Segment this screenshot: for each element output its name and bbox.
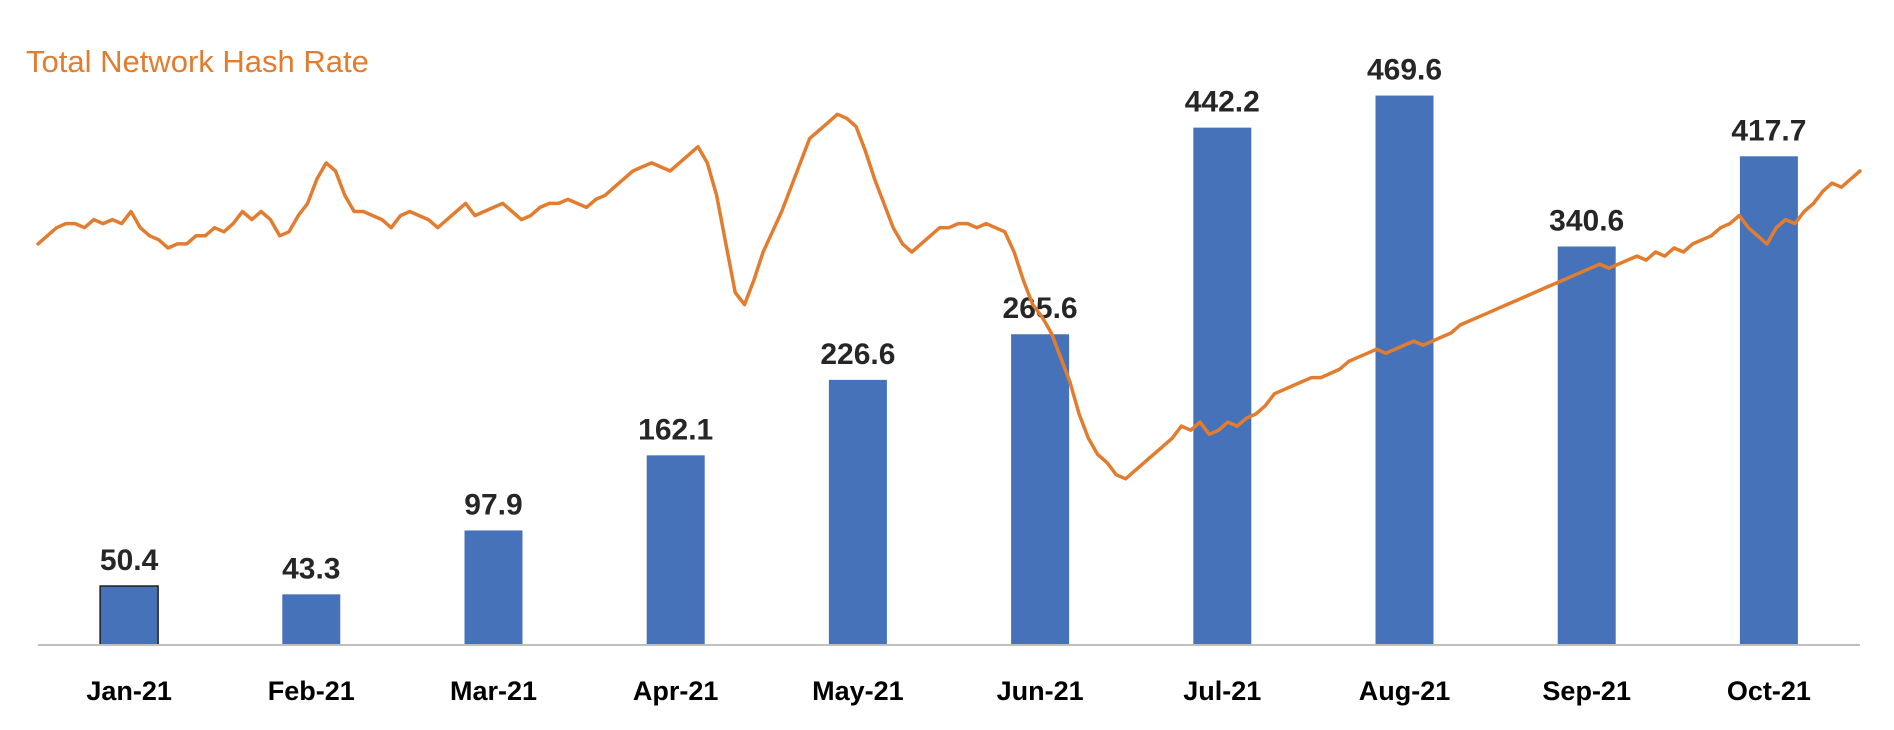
- x-tick-label: Sep-21: [1542, 676, 1631, 706]
- line-series-label: Total Network Hash Rate: [26, 44, 369, 79]
- bar-value-label: 43.3: [282, 552, 340, 585]
- bar-series: [99, 95, 1798, 646]
- bar-aug-21: [1375, 95, 1434, 646]
- x-tick-label: Apr-21: [633, 676, 719, 706]
- hash-rate-line: [36, 112, 1862, 481]
- x-tick-label: Feb-21: [268, 676, 355, 706]
- bar-sep-21: [1557, 246, 1616, 646]
- bar-feb-21: [282, 594, 341, 645]
- bar-may-21: [828, 379, 887, 645]
- x-tick-label: Oct-21: [1727, 676, 1811, 706]
- x-tick-label: Mar-21: [450, 676, 537, 706]
- x-tick-label: Jan-21: [86, 676, 172, 706]
- x-tick-label: Jun-21: [997, 676, 1084, 706]
- bar-jun-21: [1011, 334, 1070, 645]
- bar-apr-21: [646, 455, 705, 645]
- bar-value-label: 97.9: [464, 488, 522, 521]
- bar-mar-21: [464, 530, 523, 645]
- bar-value-label: 162.1: [638, 413, 713, 446]
- bar-jan-21: [99, 585, 159, 646]
- bar-value-label: 226.6: [820, 338, 895, 371]
- bar-value-label: 265.6: [1003, 292, 1078, 325]
- x-tick-label: Jul-21: [1183, 676, 1261, 706]
- bar-value-label: 417.7: [1731, 114, 1806, 147]
- bar-value-label: 340.6: [1549, 204, 1624, 237]
- x-tick-label: May-21: [812, 676, 904, 706]
- x-axis-tick-labels: Jan-21 Feb-21 Mar-21 Apr-21 May-21 Jun-21 Jul-…: [86, 676, 1811, 706]
- x-tick-label: Aug-21: [1359, 676, 1451, 706]
- bar-value-label: 442.2: [1185, 86, 1260, 119]
- bar-data-labels: 50.4 43.3 97.9 162.1 226.6 265.6 442.2 469.6 340…: [100, 54, 1807, 586]
- bar-jul-21: [1193, 127, 1252, 646]
- bar-value-label: 50.4: [100, 544, 159, 577]
- bar-value-label: 469.6: [1367, 54, 1442, 87]
